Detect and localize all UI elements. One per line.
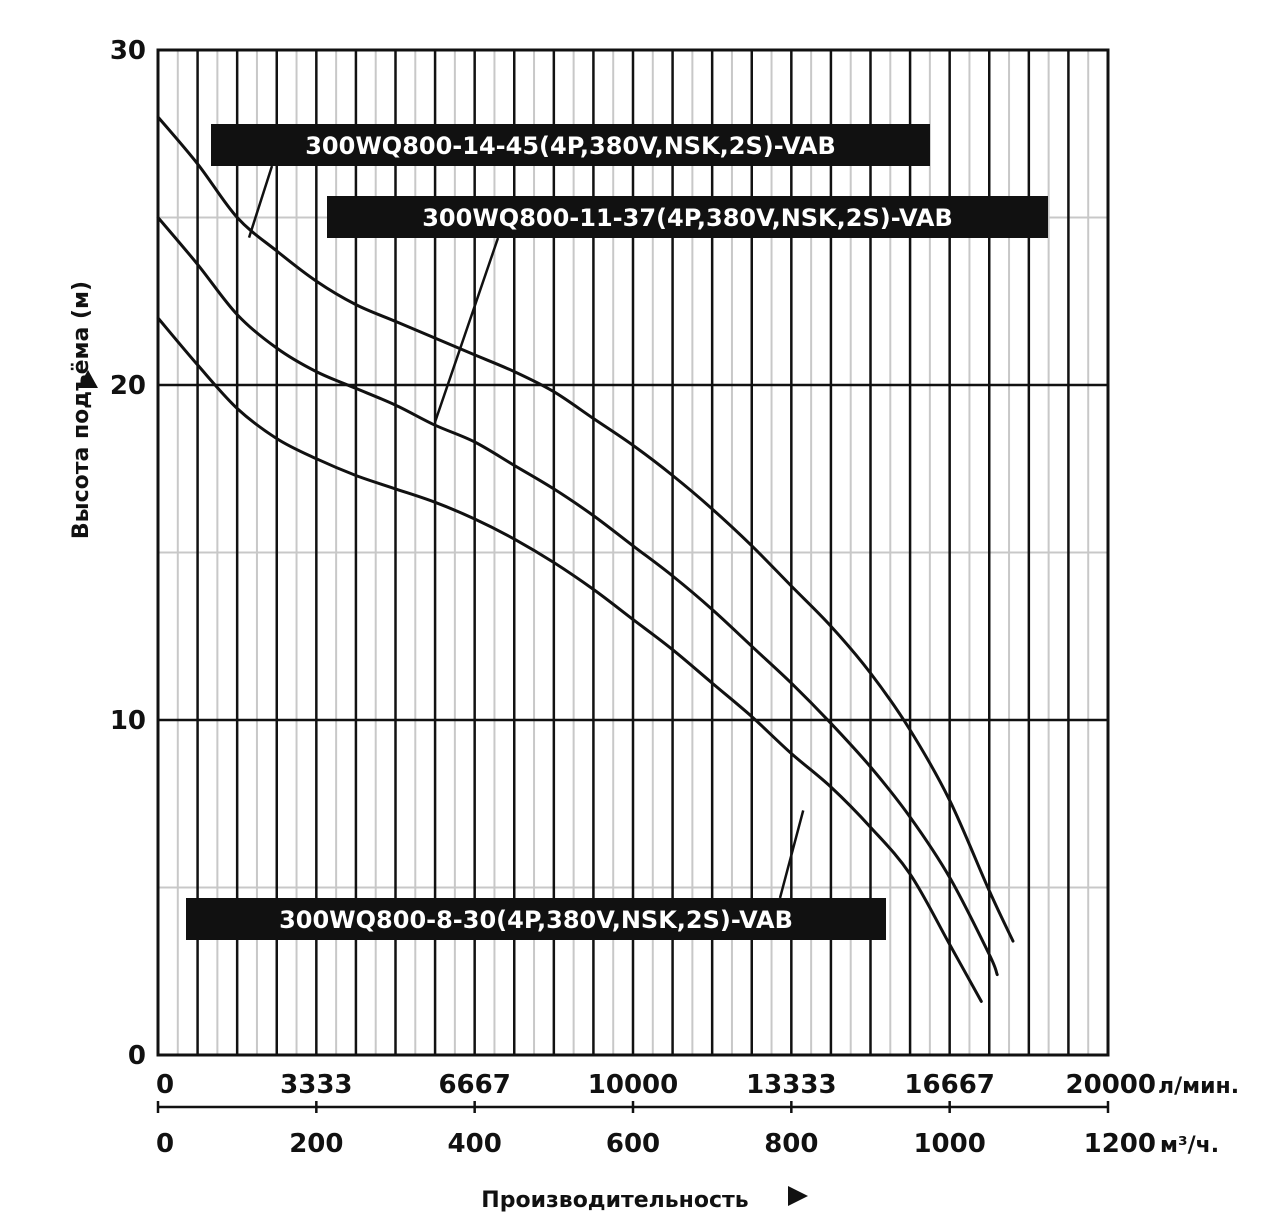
series-labels-layer: 300WQ800-14-45(4P,380V,NSK,2S)-VAB 300WQ8… [186,124,1048,940]
x-tick-label-secondary: 200 [289,1129,343,1159]
x-tick-label-primary: 16667 [904,1070,994,1100]
y-axis-arrow-icon [78,370,98,388]
y-tick-label: 30 [110,36,146,66]
series-label-1: 300WQ800-14-45(4P,380V,NSK,2S)-VAB [305,132,836,160]
x-tick-label-secondary: 0 [156,1129,174,1159]
series-label-box-3 [186,898,886,940]
series-label-box-2 [327,196,1048,238]
series-label-3: 300WQ800-8-30(4P,380V,NSK,2S)-VAB [279,906,793,934]
x-tick-label-primary: 20000 [1066,1070,1156,1100]
x-tick-label-primary: 10000 [588,1070,678,1100]
series-label-2: 300WQ800-11-37(4P,380V,NSK,2S)-VAB [422,204,953,232]
x-tick-label-primary: 0 [156,1070,174,1100]
series-layer [156,115,1015,1003]
series-leader-line-2 [433,237,500,423]
major-gridlines [158,50,1108,1055]
x-tick-label-primary: 6667 [438,1070,510,1100]
x-tick-label-primary: 3333 [280,1070,352,1100]
x-tick-label-secondary: 400 [448,1129,502,1159]
series-line-1 [156,115,1015,943]
x-unit-secondary: м³/ч. [1160,1133,1219,1158]
y-tick-label: 0 [128,1041,146,1071]
x-axis-title: Производительность [481,1188,748,1213]
plot-frame [156,48,1110,1057]
series-leader-line-1 [247,165,274,238]
y-tick-label: 20 [110,371,146,401]
x-tick-label-secondary: 600 [606,1129,660,1159]
x-tick-label-secondary: 1000 [913,1129,985,1159]
series-leader-line-3 [778,810,805,899]
x-tick-label-secondary: 800 [764,1129,818,1159]
y-tick-label: 10 [110,706,146,736]
series-line-3 [156,316,983,1003]
y-axis-title: Высота подъёма (м) [69,281,94,539]
x-unit-primary: л/мин. [1158,1074,1239,1099]
x-tick-label-secondary: 1200 [1084,1129,1156,1159]
series-label-box-1 [211,124,930,166]
series-line-2 [156,216,999,977]
x-tick-label-primary: 13333 [746,1070,836,1100]
x-axis-arrow-icon [788,1186,808,1206]
